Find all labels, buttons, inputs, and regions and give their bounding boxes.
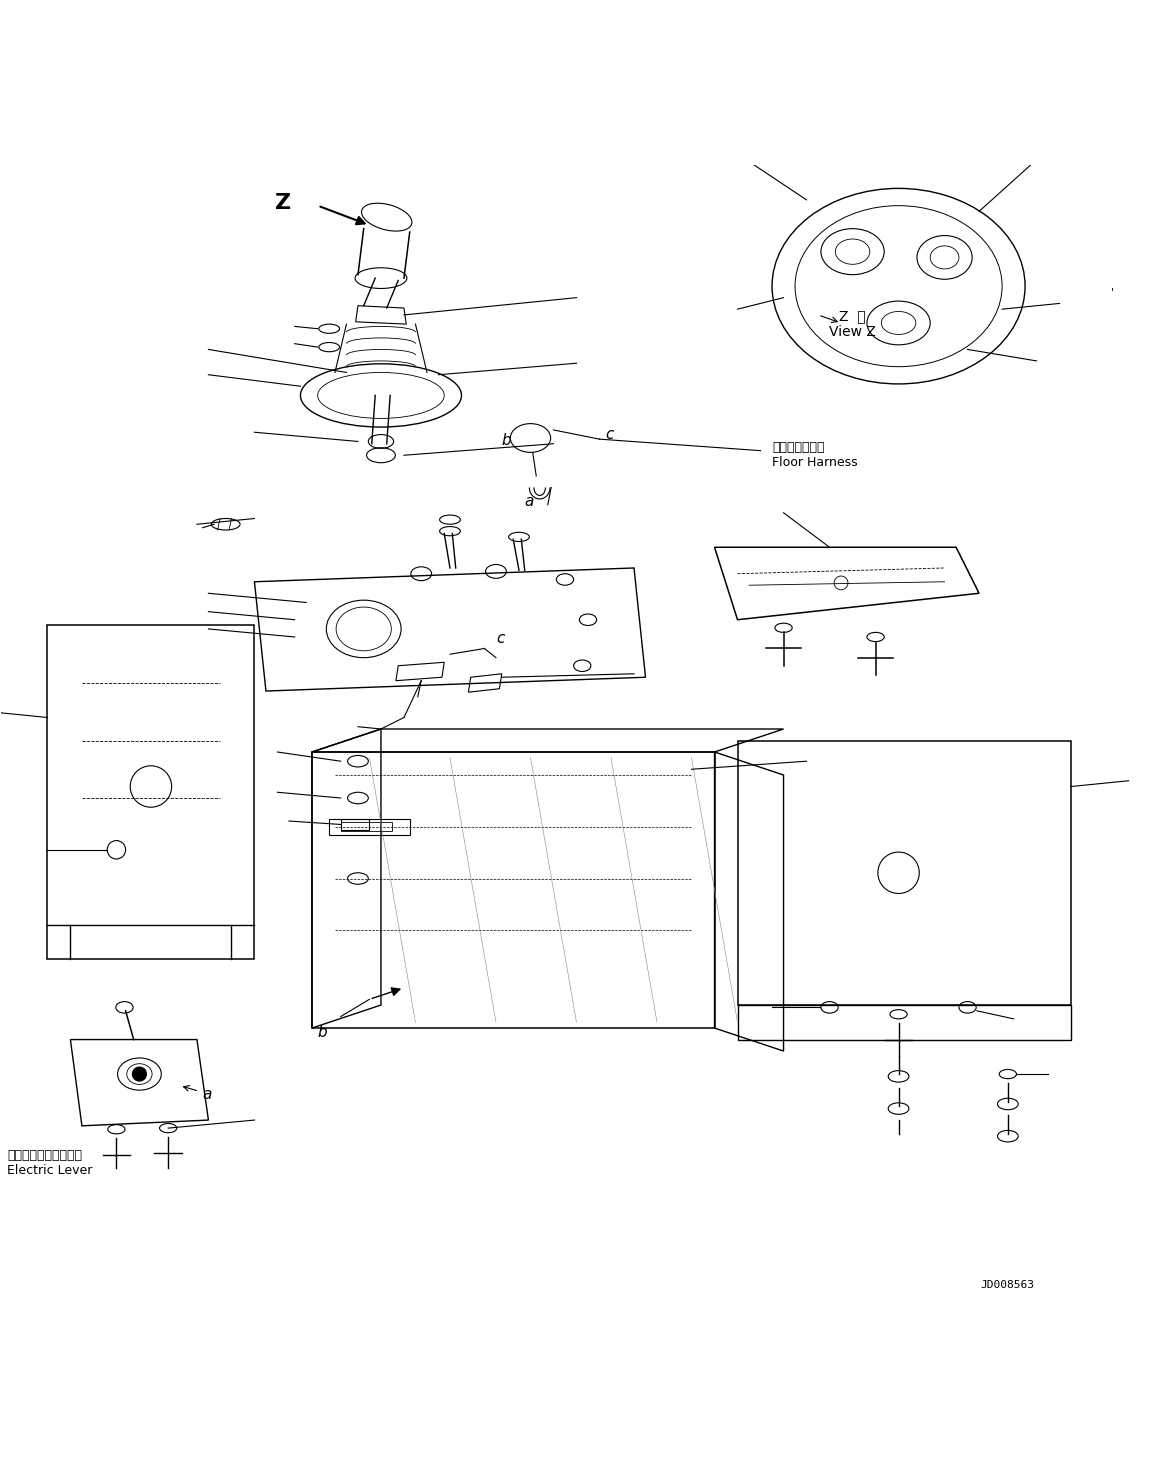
Text: Z  視
View Z: Z 視 View Z (829, 310, 876, 339)
Text: ': ' (1111, 287, 1115, 298)
Text: Z: Z (276, 194, 292, 213)
Text: c: c (605, 427, 613, 443)
Text: b: b (318, 1025, 327, 1040)
Circle shape (133, 1068, 146, 1081)
Text: エレクトリックレバー
Electric Lever: エレクトリックレバー Electric Lever (7, 1149, 92, 1177)
Text: JD008563: JD008563 (981, 1280, 1035, 1290)
Text: c: c (496, 631, 504, 646)
Text: フロアハーネス
Floor Harness: フロアハーネス Floor Harness (773, 441, 858, 469)
Text: b: b (502, 432, 512, 447)
Text: a: a (203, 1087, 212, 1102)
Text: a: a (525, 493, 534, 509)
